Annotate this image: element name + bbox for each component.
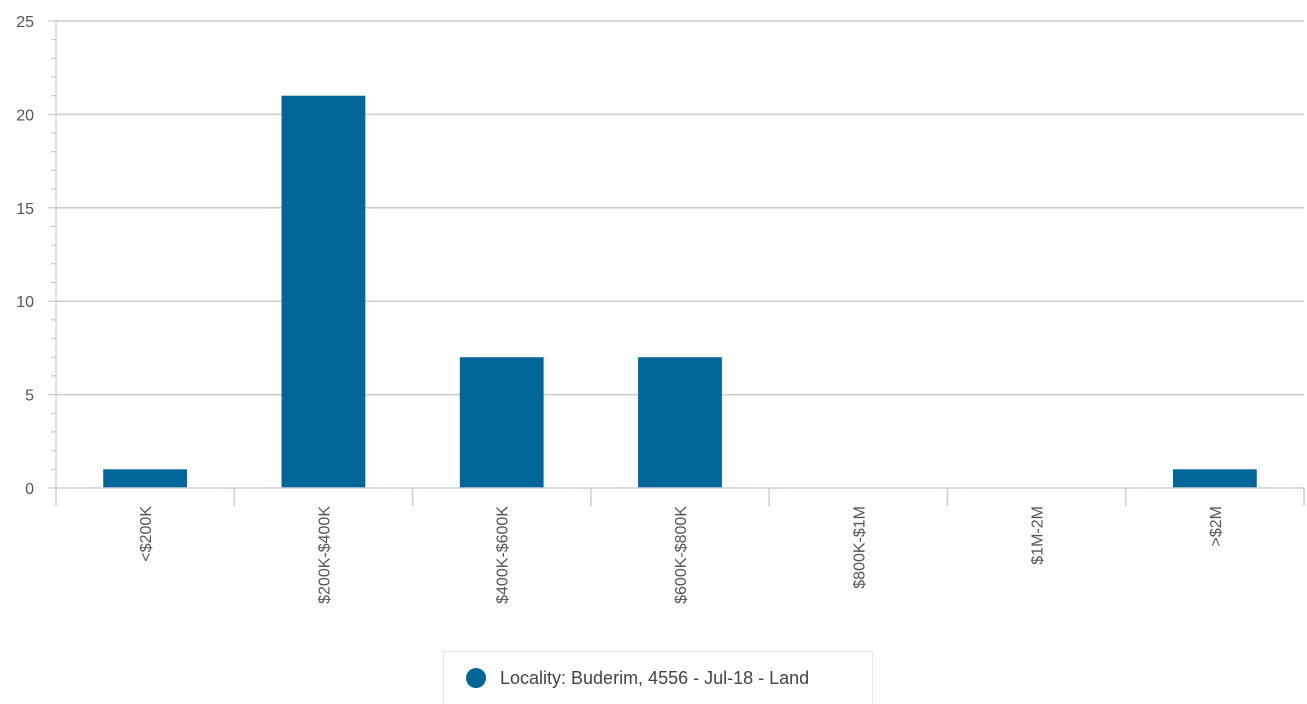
- x-tick-label: $200K-$400K: [316, 506, 333, 604]
- legend[interactable]: Locality: Buderim, 4556 - Jul-18 - Land: [443, 651, 873, 704]
- bar[interactable]: [459, 357, 544, 488]
- x-tick-label: <$200K: [138, 506, 155, 562]
- bar[interactable]: [638, 357, 722, 488]
- x-tick-label: >$2M: [1208, 506, 1225, 546]
- grid-lines: [56, 20, 1304, 396]
- axes: [48, 20, 1305, 506]
- y-tick-label: 25: [16, 14, 34, 31]
- bar[interactable]: [103, 469, 188, 488]
- y-tick-label: 20: [16, 107, 34, 124]
- tick-labels: 0 5 10 15 20 25 <$200K $200K-$400K $400K-$600K $6…: [16, 14, 1225, 604]
- y-tick-label: 10: [16, 294, 34, 311]
- x-tick-label: $800K-$1M: [851, 506, 868, 589]
- legend-label: Locality: Buderim, 4556 - Jul-18 - Land: [500, 667, 810, 688]
- y-tick-label: 0: [25, 481, 34, 498]
- x-tick-label: $1M-2M: [1030, 506, 1047, 565]
- legend-marker-icon: [466, 668, 486, 688]
- bar[interactable]: [1172, 469, 1257, 488]
- x-tick-label: $600K-$800K: [673, 506, 690, 604]
- y-tick-label: 15: [16, 201, 34, 218]
- bar[interactable]: [281, 95, 366, 488]
- y-tick-label: 5: [25, 388, 34, 405]
- bars: [103, 95, 1257, 488]
- x-tick-label: $400K-$600K: [495, 506, 512, 604]
